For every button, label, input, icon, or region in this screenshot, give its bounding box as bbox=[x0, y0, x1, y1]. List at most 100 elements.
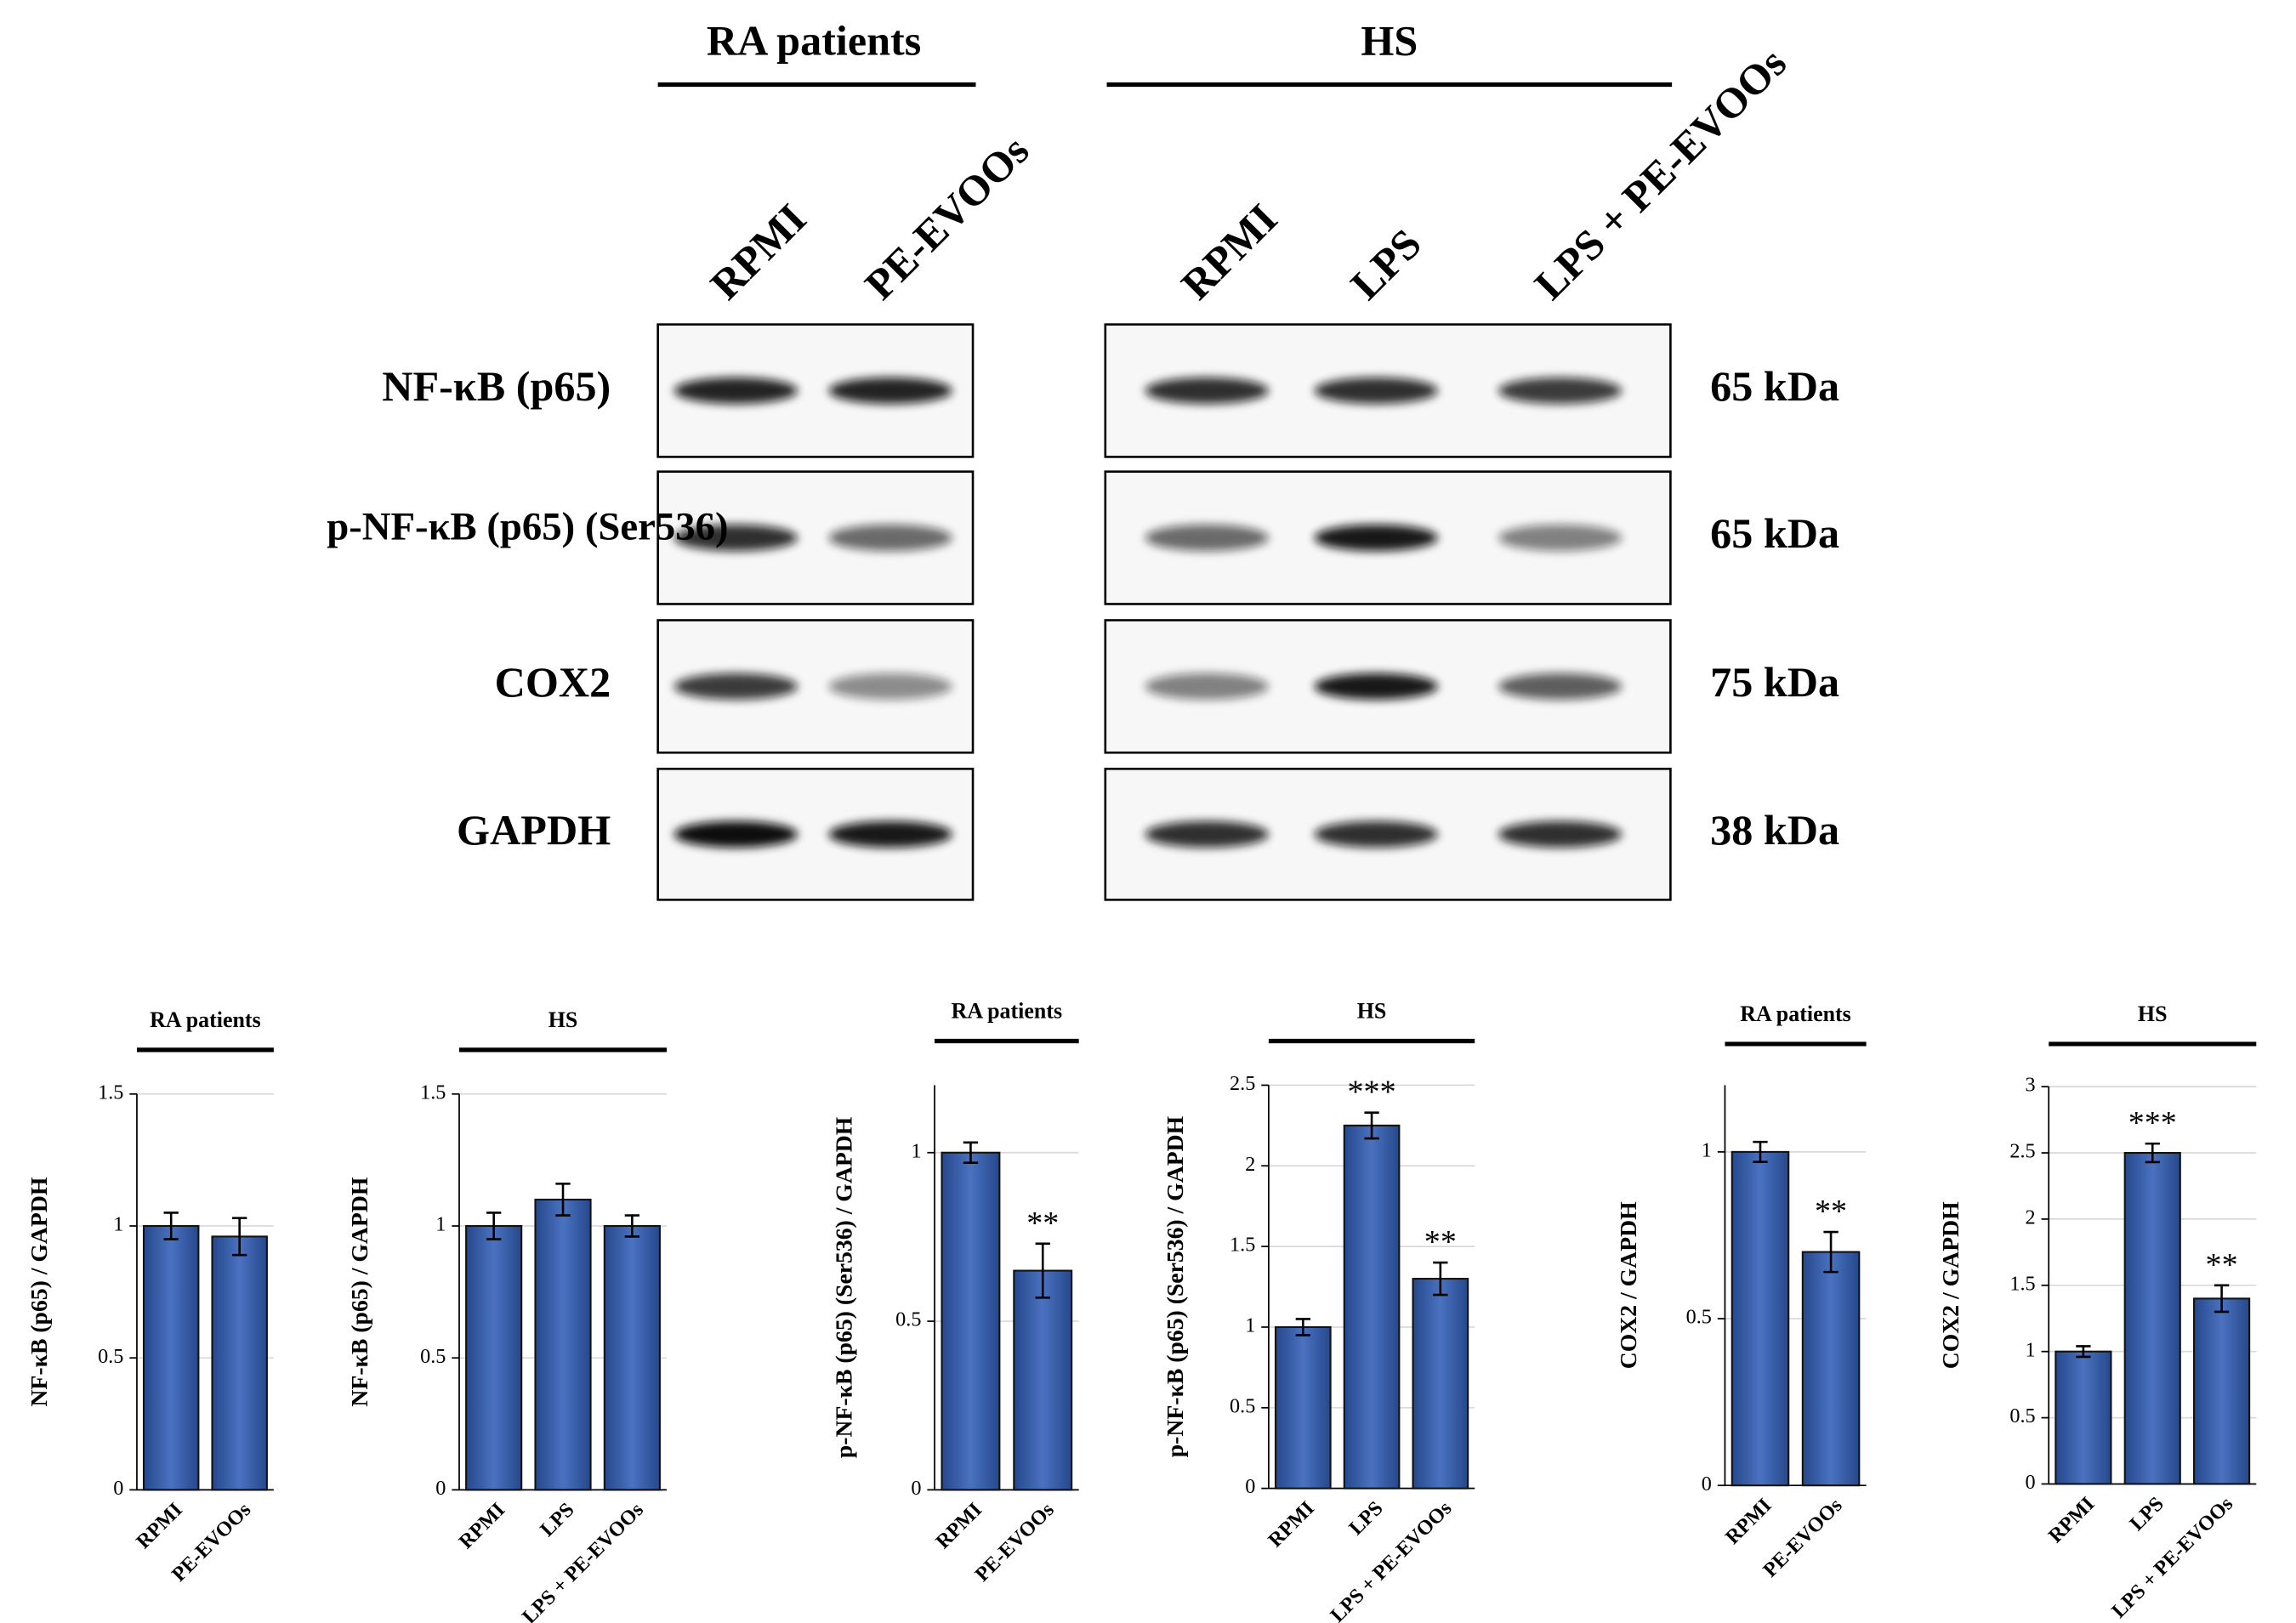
x-tick-label: RPMI bbox=[1264, 1497, 1319, 1552]
y-tick-label: 1.5 bbox=[98, 1081, 123, 1104]
bar bbox=[1013, 1269, 1073, 1491]
x-tick-label: LPS + PE-EVOOs bbox=[518, 1498, 648, 1623]
y-tick-label: 0.5 bbox=[420, 1345, 446, 1368]
bar bbox=[1801, 1251, 1861, 1487]
blot-band bbox=[828, 820, 952, 848]
significance-label: *** bbox=[2128, 1105, 2177, 1141]
chart-title: RA patients bbox=[952, 999, 1063, 1024]
error-bar bbox=[1753, 1140, 1768, 1163]
size-label: 65 kDa bbox=[1710, 362, 1839, 410]
x-tick-label: LPS bbox=[1344, 1497, 1388, 1541]
error-bar bbox=[624, 1214, 640, 1238]
y-tick-label: 0 bbox=[911, 1477, 921, 1500]
blot-band bbox=[1314, 820, 1438, 848]
x-tick-label: RPMI bbox=[132, 1498, 187, 1553]
bar bbox=[1343, 1124, 1401, 1490]
error-bar bbox=[2214, 1284, 2230, 1314]
y-tick-label: 3 bbox=[2026, 1074, 2036, 1097]
y-tick-label: 0 bbox=[1702, 1473, 1712, 1495]
error-bar bbox=[486, 1212, 502, 1240]
error-bar bbox=[1364, 1111, 1379, 1140]
y-tick-label: 0.5 bbox=[1686, 1306, 1712, 1329]
bar bbox=[2193, 1297, 2251, 1485]
blot-band bbox=[673, 525, 798, 552]
chart-title: HS bbox=[548, 1007, 578, 1032]
bar bbox=[1412, 1278, 1469, 1490]
y-axis-label: p-NF-κB (p65) (Ser536) / GAPDH bbox=[1162, 1115, 1188, 1457]
size-label: 38 kDa bbox=[1710, 806, 1839, 854]
error-bar bbox=[2145, 1142, 2160, 1164]
y-tick-label: 2.5 bbox=[2009, 1140, 2035, 1163]
error-bar bbox=[1295, 1318, 1310, 1336]
y-axis-label: NF-κB (p65) / GAPDH bbox=[26, 1177, 52, 1406]
significance-label: ** bbox=[1424, 1224, 1457, 1260]
bar bbox=[1274, 1325, 1332, 1490]
x-tick-label: RPMI bbox=[931, 1498, 986, 1553]
x-tick-label: LPS + PE-EVOOs bbox=[1326, 1497, 1456, 1623]
size-label: 65 kDa bbox=[1710, 509, 1839, 557]
y-tick-label: 2 bbox=[1245, 1153, 1255, 1176]
blot-band bbox=[1314, 377, 1438, 405]
protein-label: NF-κB (p65) bbox=[382, 362, 611, 410]
y-tick-label: 0 bbox=[113, 1477, 123, 1500]
blot-band bbox=[1498, 377, 1623, 405]
lane-label: LPS bbox=[1341, 219, 1430, 309]
error-bar bbox=[555, 1183, 571, 1217]
significance-label: ** bbox=[1815, 1194, 1847, 1229]
x-tick-label: RPMI bbox=[2044, 1492, 2100, 1547]
blot-band bbox=[1145, 377, 1269, 405]
y-tick-label: 0.5 bbox=[895, 1308, 921, 1331]
significance-label: ** bbox=[2206, 1247, 2238, 1283]
bar bbox=[1731, 1150, 1790, 1487]
y-tick-label: 0.5 bbox=[1230, 1394, 1255, 1417]
chart-title: HS bbox=[2138, 1002, 2168, 1026]
bar bbox=[142, 1224, 200, 1491]
y-tick-label: 1 bbox=[1245, 1314, 1255, 1337]
group-title: HS bbox=[1361, 16, 1418, 64]
lane-label: LPS + PE-EVOOs bbox=[1526, 38, 1795, 308]
x-tick-label: LPS bbox=[536, 1498, 579, 1541]
significance-label: ** bbox=[1026, 1206, 1059, 1241]
error-bar bbox=[163, 1212, 179, 1240]
blot-band bbox=[1145, 525, 1269, 552]
chart-title: HS bbox=[1357, 999, 1387, 1024]
blot-band bbox=[1145, 672, 1269, 700]
significance-label: *** bbox=[1348, 1075, 1396, 1110]
error-bar bbox=[232, 1217, 247, 1257]
error-bar bbox=[2076, 1345, 2091, 1359]
y-axis-label: p-NF-κB (p65) (Ser536) / GAPDH bbox=[831, 1116, 857, 1458]
bar bbox=[941, 1151, 1001, 1491]
bar bbox=[603, 1224, 661, 1491]
bar bbox=[211, 1235, 268, 1491]
y-tick-label: 1.5 bbox=[1230, 1234, 1255, 1257]
x-tick-label: LPS + PE-EVOOs bbox=[2107, 1492, 2237, 1622]
error-bar bbox=[1823, 1230, 1839, 1274]
blot-band bbox=[828, 377, 952, 405]
bar bbox=[2054, 1350, 2112, 1485]
blot-band bbox=[673, 672, 798, 700]
blot-band bbox=[828, 672, 952, 700]
y-tick-label: 1.5 bbox=[420, 1081, 446, 1104]
blot-band bbox=[828, 525, 952, 552]
y-tick-label: 0.5 bbox=[2009, 1405, 2035, 1427]
bar bbox=[534, 1198, 592, 1491]
bar bbox=[2123, 1152, 2181, 1485]
group-title: RA patients bbox=[707, 16, 921, 64]
blot-band bbox=[1314, 525, 1438, 552]
y-tick-label: 1 bbox=[2026, 1338, 2036, 1361]
x-tick-label: RPMI bbox=[454, 1498, 509, 1553]
lane-label: RPMI bbox=[701, 195, 815, 309]
blot-band bbox=[1498, 525, 1623, 552]
protein-label: GAPDH bbox=[457, 806, 611, 854]
error-bar bbox=[1035, 1242, 1050, 1299]
x-tick-label: LPS bbox=[2125, 1492, 2168, 1535]
y-axis-label: COX2 / GAPDH bbox=[1937, 1201, 1964, 1369]
y-tick-label: 1.5 bbox=[2009, 1272, 2035, 1295]
blot-band bbox=[1498, 672, 1623, 700]
y-tick-label: 0.5 bbox=[98, 1345, 123, 1368]
protein-label: p-NF-κB (p65) (Ser536) bbox=[327, 505, 728, 549]
chart-title: RA patients bbox=[1740, 1002, 1851, 1026]
y-tick-label: 1 bbox=[1702, 1138, 1712, 1161]
